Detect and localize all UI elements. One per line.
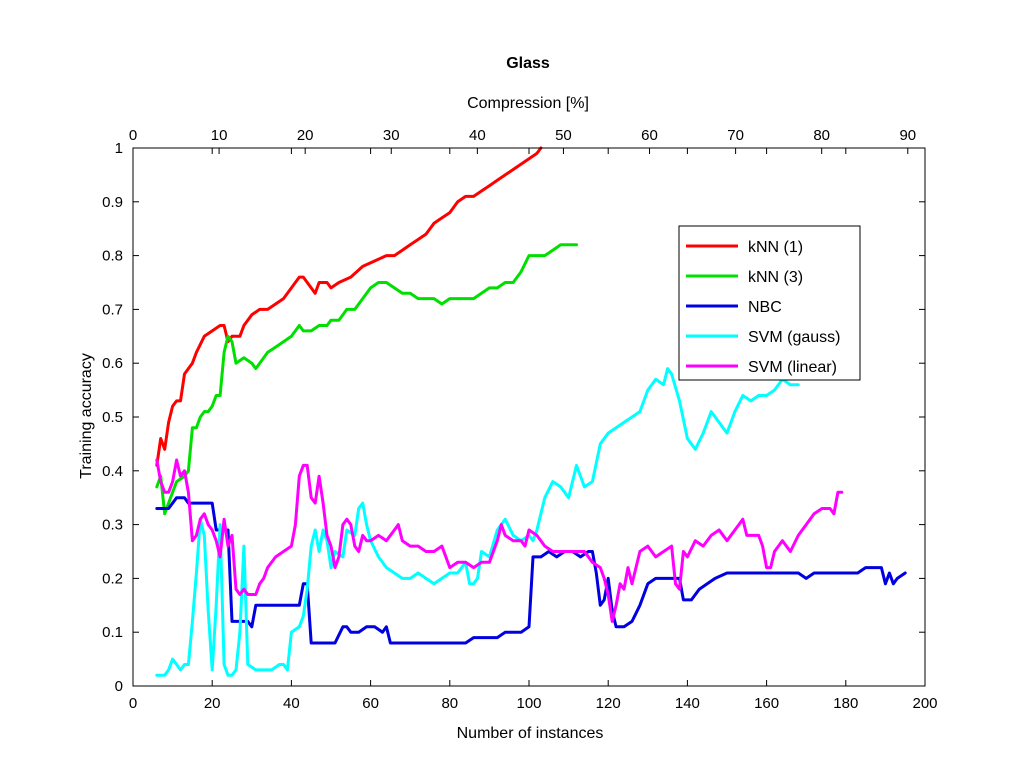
x-tick-label: 40 [283,695,300,712]
top-x-tick-label: 10 [211,127,228,144]
y-axis-ticks: 0 0.1 0.2 0.3 0.4 0.5 0.6 0.7 0.8 0.9 1 [102,140,925,695]
series-line-nbc [155,496,907,645]
plot-area-frame [132,147,926,687]
x-tick-label: 60 [362,695,379,712]
chart-title: Glass [506,55,550,72]
x-tick-label: 120 [596,695,621,712]
y-tick-label: 0.7 [102,301,123,318]
top-x-axis-ticks: 0 10 20 30 40 50 60 70 80 90 [129,127,916,154]
legend-entries: kNN (1) kNN (3) NBC SVM (gauss) SVM (linear) [686,239,840,376]
top-x-tick-label: 80 [813,127,830,144]
top-x-tick-label: 30 [383,127,400,144]
y-tick-label: 0.2 [102,570,123,587]
y-tick-label: 0.4 [102,463,123,480]
y-tick-label: 0.5 [102,409,123,426]
y-tick-label: 0.8 [102,248,123,265]
series-line-svm-linear [155,458,844,623]
top-x-tick-label: 70 [727,127,744,144]
y-tick-label: 0 [115,678,123,695]
top-x-axis-label: Compression [%] [467,95,589,112]
top-x-tick-label: 50 [555,127,572,144]
legend-label: NBC [748,299,782,316]
x-axis-label: Number of instances [457,725,604,742]
x-tick-label: 140 [675,695,700,712]
x-tick-label: 180 [833,695,858,712]
series-line-svm-gauss [155,367,800,677]
legend-label: kNN (3) [748,269,803,286]
x-tick-label: 160 [754,695,779,712]
x-tick-label: 100 [516,695,541,712]
series-lines [155,146,907,677]
top-x-tick-label: 20 [297,127,314,144]
y-axis-label: Training accuracy [78,353,95,479]
legend: kNN (1) kNN (3) NBC SVM (gauss) SVM (linear) [678,225,861,381]
legend-label: kNN (1) [748,239,803,256]
legend-box [678,225,861,381]
bottom-x-axis-ticks: 0 20 40 60 80 100 120 140 160 180 200 [129,148,938,712]
y-tick-label: 1 [115,140,123,157]
x-tick-label: 200 [912,695,937,712]
x-tick-label: 0 [129,695,137,712]
x-tick-label: 80 [441,695,458,712]
top-x-tick-label: 0 [129,127,137,144]
top-x-tick-label: 40 [469,127,486,144]
y-tick-label: 0.9 [102,194,123,211]
y-tick-label: 0.1 [102,624,123,641]
top-x-tick-label: 90 [899,127,916,144]
series-line-knn-3 [155,243,578,516]
series-line-knn-1 [155,146,543,467]
y-tick-label: 0.3 [102,517,123,534]
x-tick-label: 20 [204,695,221,712]
top-x-tick-label: 60 [641,127,658,144]
legend-label: SVM (gauss) [748,329,840,346]
legend-label: SVM (linear) [748,359,837,376]
y-tick-label: 0.6 [102,355,123,372]
